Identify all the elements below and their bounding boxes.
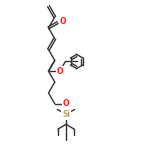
Text: Si: Si xyxy=(62,110,70,119)
Text: O: O xyxy=(60,17,66,26)
Text: O: O xyxy=(63,99,69,108)
Text: O: O xyxy=(57,67,63,76)
